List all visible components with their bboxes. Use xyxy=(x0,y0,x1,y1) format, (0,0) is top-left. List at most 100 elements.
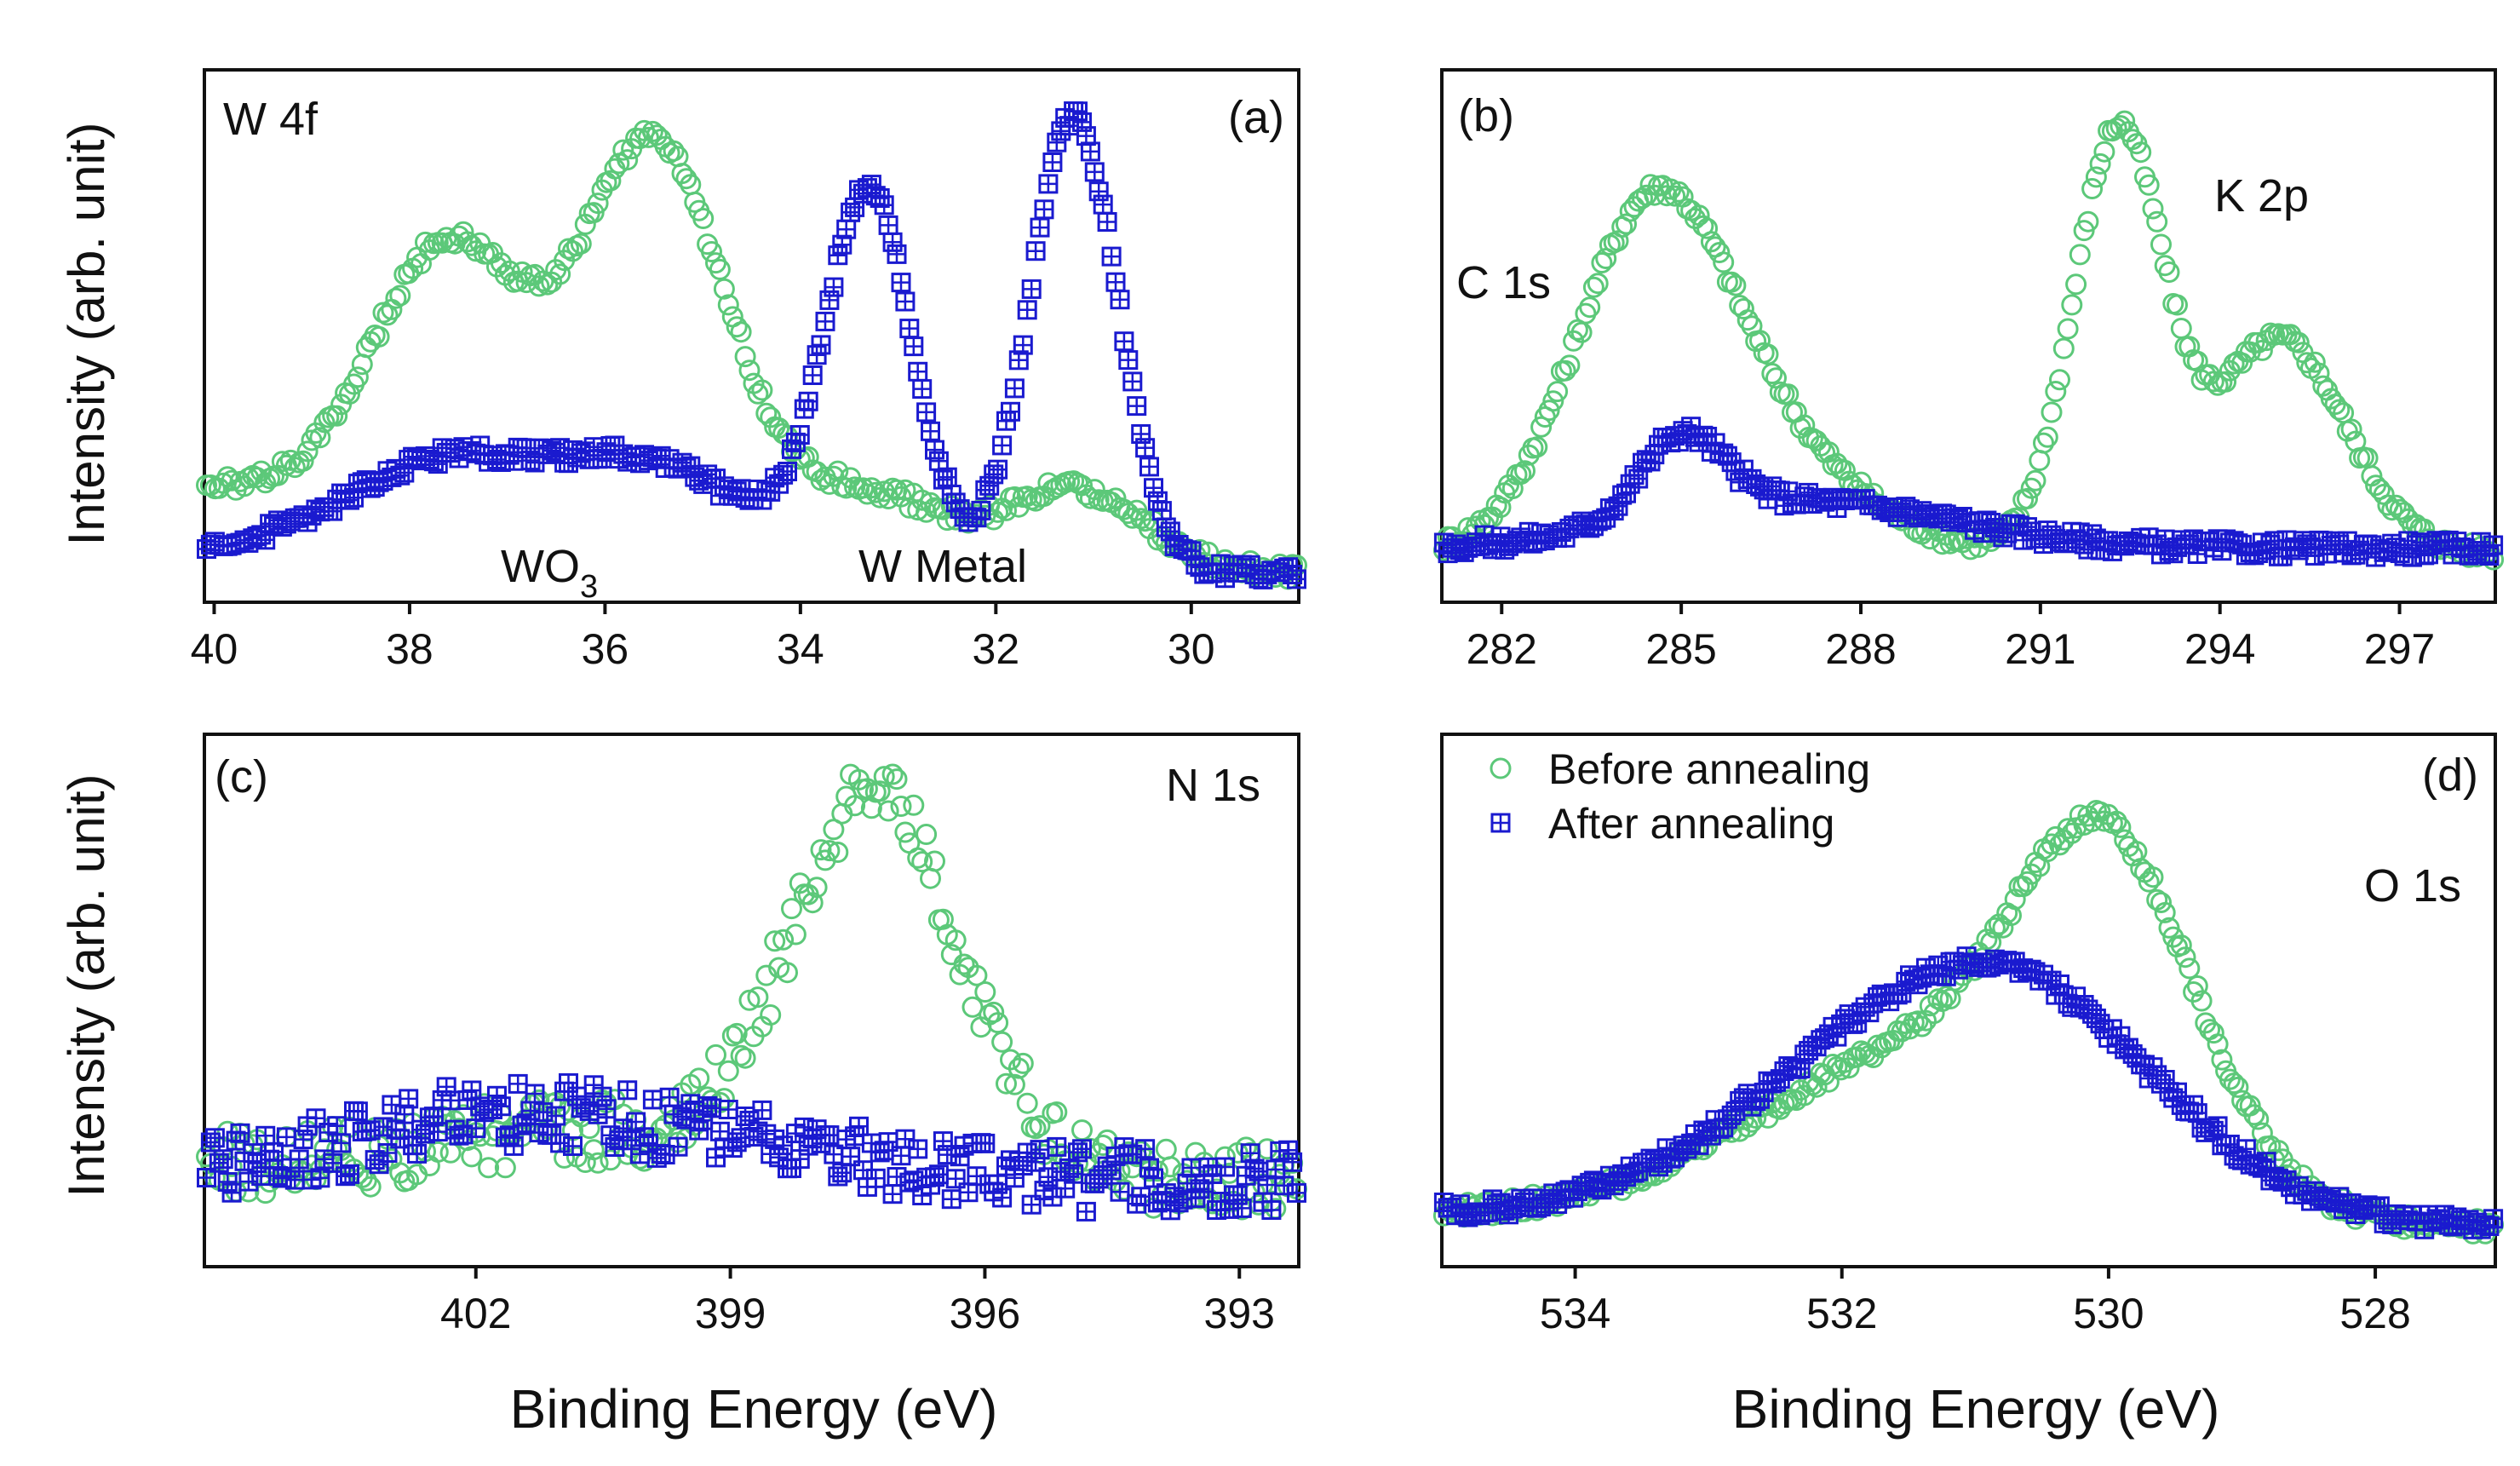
data-point-before xyxy=(2328,399,2351,421)
data-point-before xyxy=(697,233,719,256)
data-point-before xyxy=(1919,995,1941,1017)
data-point-before xyxy=(1639,174,1662,196)
data-point-after xyxy=(365,1150,385,1170)
data-point-before xyxy=(2138,174,2160,196)
data-point-before xyxy=(705,252,726,274)
data-point-before xyxy=(600,1149,622,1171)
data-point-after xyxy=(904,336,924,357)
data-point-before xyxy=(1575,302,1597,325)
data-point-before xyxy=(726,316,748,338)
data-point-after xyxy=(802,365,823,385)
data-point-before xyxy=(2202,371,2224,393)
data-point-before xyxy=(1012,1052,1034,1074)
data-point-after xyxy=(1051,1162,1071,1182)
data-point-before xyxy=(1554,359,1576,382)
panel-b-label: (b) xyxy=(1458,90,1514,141)
data-point-before xyxy=(1664,185,1686,207)
data-point-before xyxy=(1732,298,1754,319)
data-point-after xyxy=(1034,1181,1054,1201)
data-point-after xyxy=(197,539,216,559)
data-point-before xyxy=(288,451,310,474)
data-point-after xyxy=(1021,1194,1042,1215)
data-point-after xyxy=(1236,1165,1256,1186)
data-point-before xyxy=(1720,271,1742,293)
panel-b-c1s-label-bg xyxy=(1448,251,1576,311)
data-point-before xyxy=(1761,363,1783,384)
data-point-before xyxy=(705,1043,726,1066)
x-tick-label: 32 xyxy=(973,625,1020,673)
data-point-before xyxy=(1510,463,1532,486)
data-point-after xyxy=(933,469,953,490)
data-point-before xyxy=(2308,362,2330,384)
panel-a-label: (a) xyxy=(1228,92,1284,143)
data-point-before xyxy=(860,797,882,819)
data-point-after xyxy=(642,1089,663,1110)
data-point-after xyxy=(336,1166,356,1187)
data-point-after xyxy=(209,1153,229,1173)
panel-a-wo3-label: WO3 xyxy=(501,541,598,605)
data-point-after xyxy=(659,1087,680,1107)
data-point-before xyxy=(2029,450,2051,471)
data-point-after xyxy=(600,1125,621,1146)
data-point-before xyxy=(991,1031,1013,1053)
data-point-before xyxy=(2150,892,2172,913)
data-point-after xyxy=(617,1080,638,1101)
data-point-before xyxy=(2024,852,2046,873)
data-point-before xyxy=(2195,1012,2217,1034)
data-point-before xyxy=(1558,354,1581,377)
x-tick-label: 288 xyxy=(1825,625,1896,673)
data-point-after xyxy=(899,319,920,339)
data-point-before xyxy=(385,287,407,309)
data-point-before xyxy=(1547,381,1569,403)
data-point-before xyxy=(823,819,845,841)
data-point-before xyxy=(903,794,925,816)
data-point-before xyxy=(772,928,795,951)
data-point-before xyxy=(2167,294,2188,316)
data-point-before xyxy=(2381,499,2403,521)
data-point-after xyxy=(1038,174,1059,194)
data-point-after xyxy=(895,291,916,312)
data-point-before xyxy=(2114,110,2136,132)
ylabel-top: Intensity (arb. unit) xyxy=(58,123,115,546)
data-point-before xyxy=(393,263,416,285)
panel-d-label: (d) xyxy=(2422,750,2478,801)
data-point-before xyxy=(916,824,938,845)
data-point-before xyxy=(675,168,697,190)
data-point-before xyxy=(2069,244,2091,266)
data-point-after xyxy=(1114,331,1134,352)
data-point-after xyxy=(941,1189,962,1210)
data-point-before xyxy=(764,930,786,952)
data-point-before xyxy=(911,851,933,873)
legend-before-label: Before annealing xyxy=(1548,745,1870,793)
data-point-before xyxy=(2183,981,2205,1003)
data-point-before xyxy=(962,996,984,1018)
data-point-after xyxy=(912,379,933,400)
data-point-before xyxy=(279,449,301,471)
data-point-after xyxy=(992,435,1013,456)
data-point-before xyxy=(1526,436,1548,458)
data-point-after xyxy=(217,1172,238,1192)
data-point-before xyxy=(1088,489,1110,511)
data-point-before xyxy=(2288,331,2310,354)
data-point-before xyxy=(2065,817,2087,839)
data-point-before xyxy=(591,179,613,201)
data-point-before xyxy=(2085,166,2107,188)
data-point-before xyxy=(1988,913,2010,935)
data-point-after xyxy=(1051,121,1071,141)
data-point-before xyxy=(1185,1141,1207,1164)
panel-a-title: W 4f xyxy=(223,94,319,145)
x-tick-label: 285 xyxy=(1645,625,1716,673)
data-point-before xyxy=(2340,418,2362,440)
data-point-after xyxy=(857,1176,877,1197)
x-tick-label: 291 xyxy=(2005,625,2075,673)
x-tick-label: 399 xyxy=(695,1290,766,1337)
data-point-before xyxy=(1012,486,1034,509)
data-point-before xyxy=(478,1157,500,1179)
data-point-before xyxy=(1582,276,1604,298)
data-point-before xyxy=(2017,487,2038,509)
data-point-after xyxy=(1076,1201,1096,1222)
data-point-after xyxy=(1253,1192,1273,1212)
panel-c-ticks: 402 399 396 393 xyxy=(440,1267,1275,1337)
data-point-after xyxy=(1122,371,1143,392)
